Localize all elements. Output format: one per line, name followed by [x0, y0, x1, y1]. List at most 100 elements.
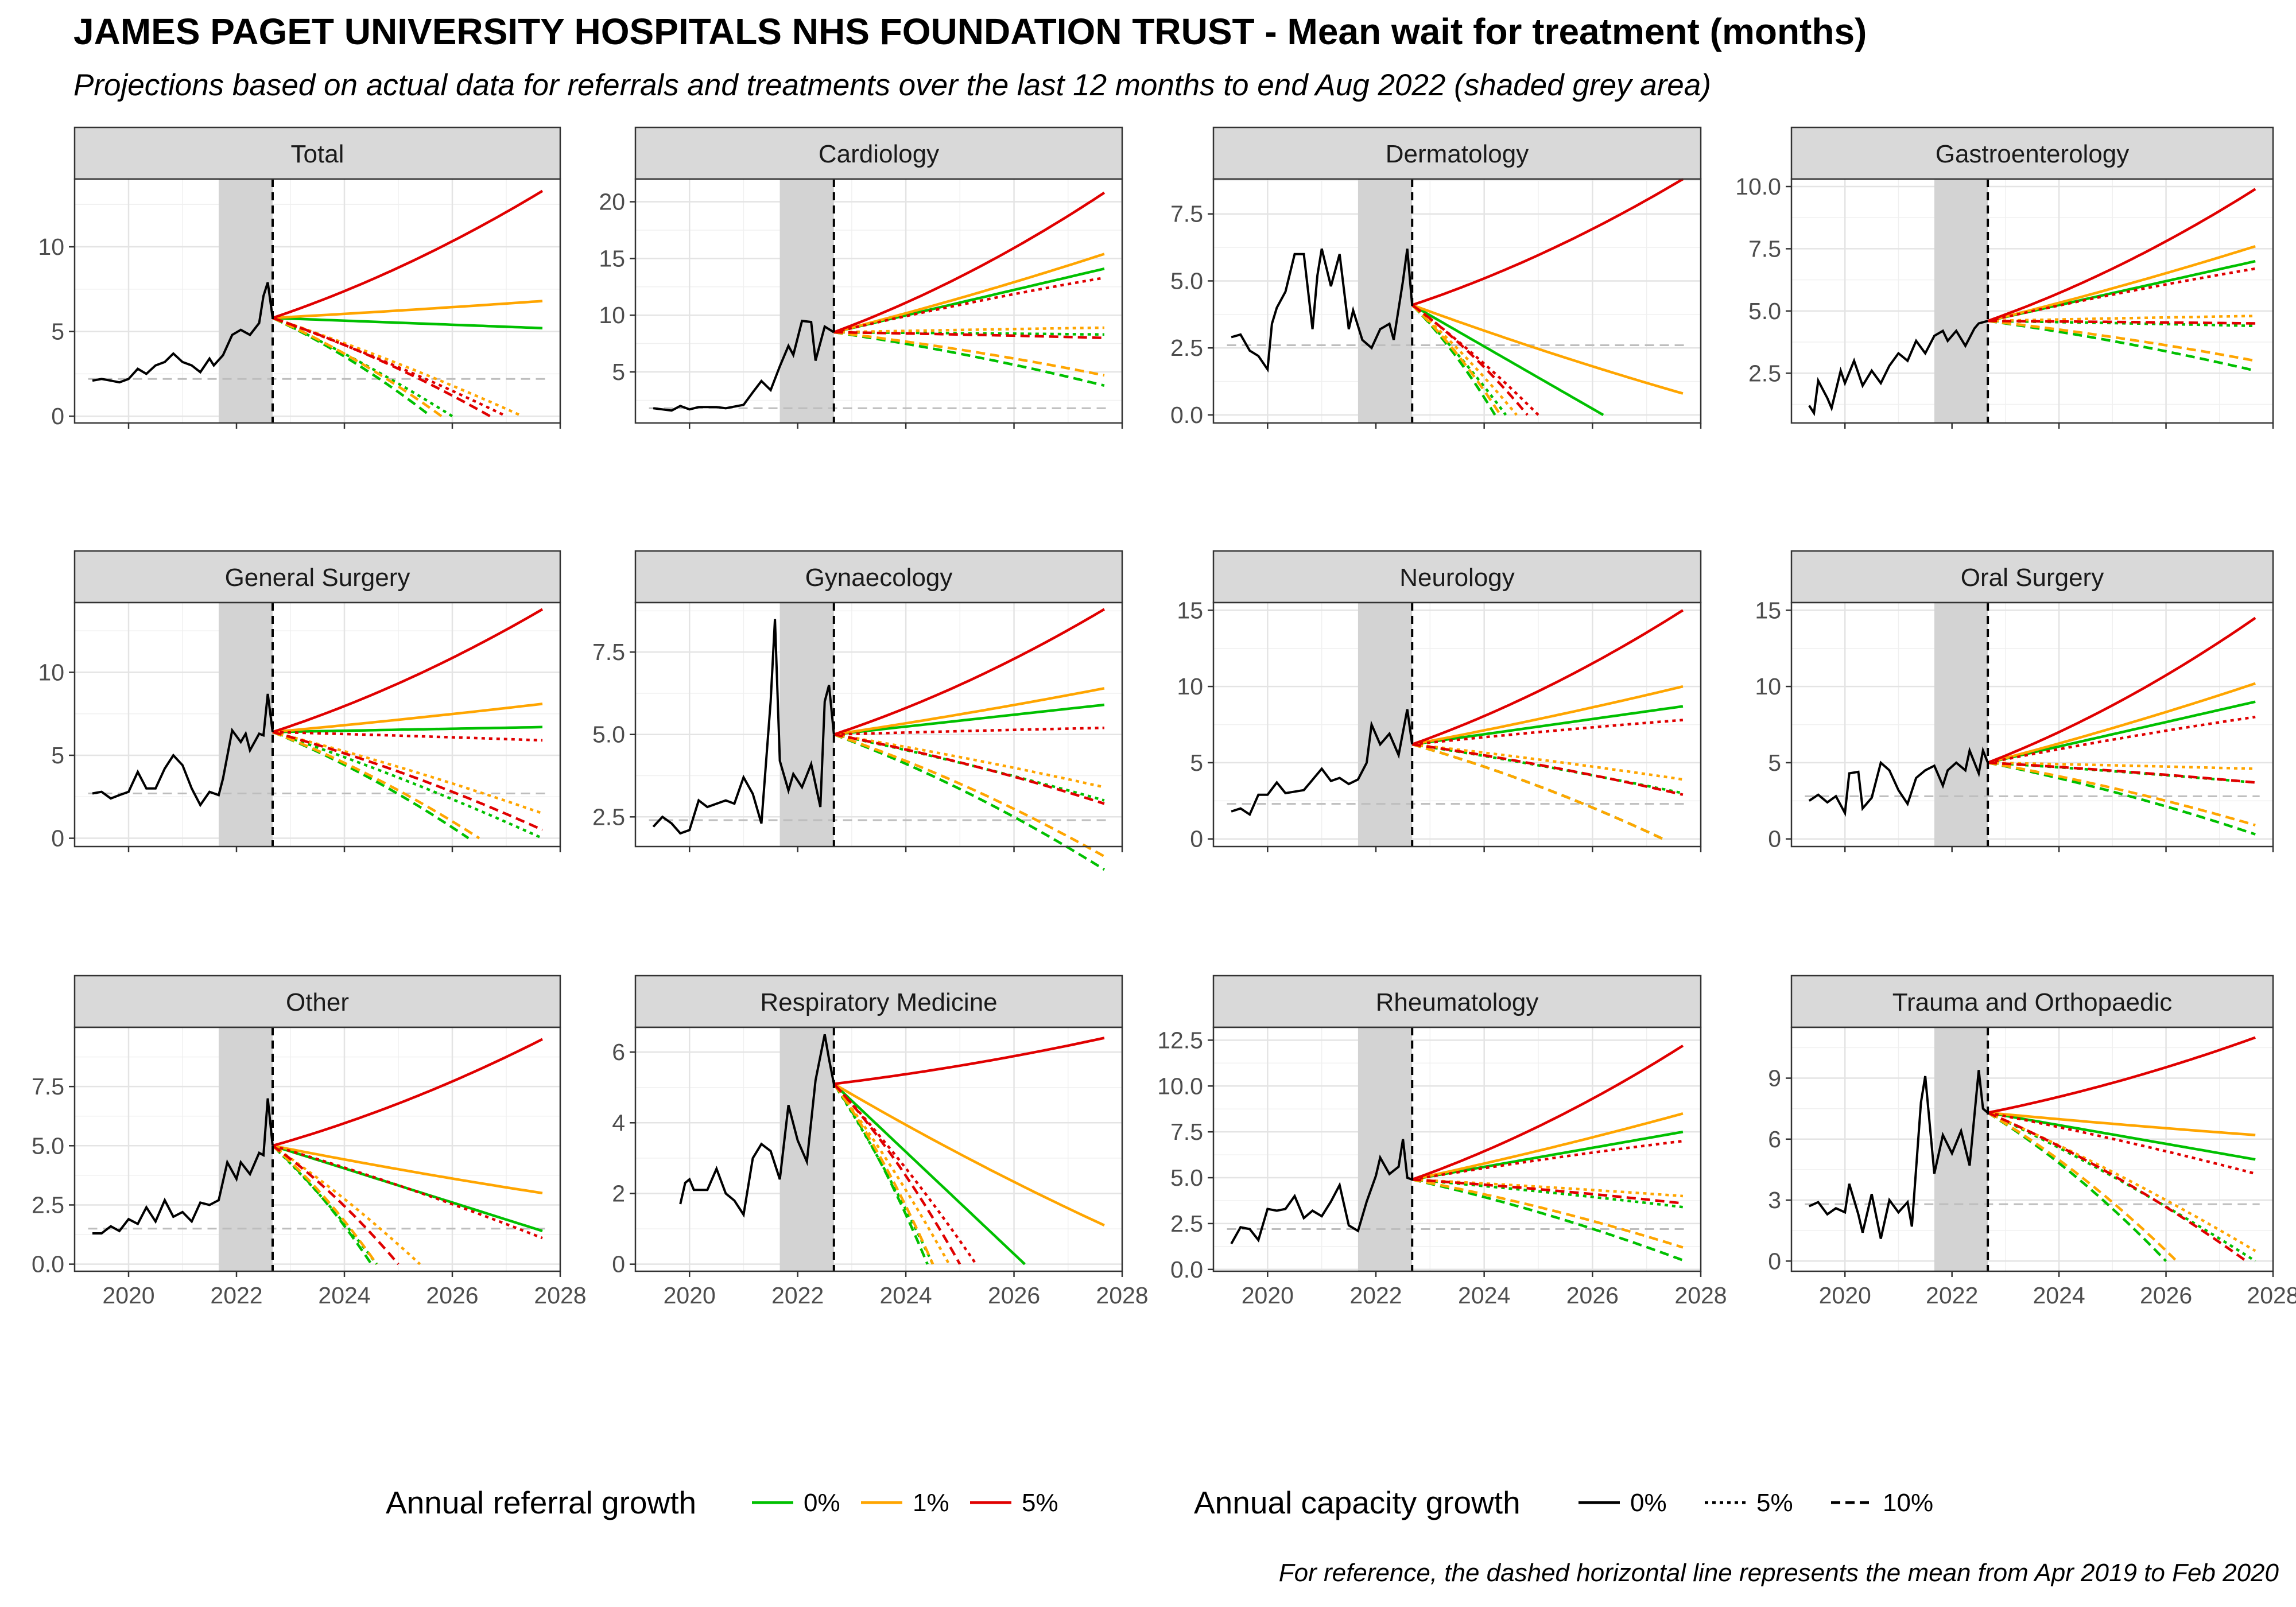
facet-strip-label: Trauma and Orthopaedic	[1892, 988, 2173, 1016]
shaded-period	[1934, 179, 1988, 423]
projection-line-referral-5-capacity-0	[833, 608, 1106, 736]
y-tick-label: 6	[612, 1039, 625, 1065]
y-tick-label: 5.0	[592, 721, 625, 748]
x-tick-label: 2020	[1819, 1282, 1871, 1309]
actual-series-line	[1230, 1139, 1413, 1245]
y-tick-label: 2.5	[592, 804, 625, 830]
x-tick-label: 2022	[1926, 1282, 1978, 1309]
facet-strip	[73, 975, 561, 1028]
legend-capacity-label: 10%	[1883, 1489, 1933, 1517]
panel-border	[73, 1026, 561, 1272]
projection-line-referral-0-capacity-0	[1411, 304, 1604, 416]
panel-general-surgery: General Surgery 0 5 10	[38, 550, 561, 852]
facet-strip-label: Respiratory Medicine	[760, 988, 997, 1016]
projection-line-referral-1-capacity-0	[1411, 1112, 1684, 1181]
projection-line-referral-5-capacity-5	[272, 731, 543, 742]
panel-oral-surgery: Oral Surgery 0 5 10 15	[1755, 550, 2274, 852]
projection-line-referral-5-capacity-10	[833, 733, 1105, 805]
panel-other: Other 0.0 2.5 5.0 7.5 2020 2022 2024 2026 2028	[32, 975, 587, 1309]
panel-border	[1790, 178, 2274, 424]
projection-line-referral-0-capacity-10	[833, 733, 1106, 871]
legend-referral-label: 0%	[804, 1489, 840, 1517]
projection-line-referral-0-capacity-0	[272, 725, 543, 733]
y-tick-label: 15	[1755, 597, 1781, 623]
y-tick-label: 10	[1177, 673, 1203, 700]
actual-series-line	[653, 319, 835, 412]
projection-line-referral-5-capacity-5	[1411, 1139, 1684, 1181]
x-tick-label: 2028	[1674, 1282, 1727, 1309]
panel-border	[1212, 1026, 1702, 1272]
y-tick-label: 6	[1768, 1126, 1781, 1152]
projection-line-referral-5-capacity-0	[272, 1038, 544, 1147]
projection-line-referral-1-capacity-10	[1987, 761, 2256, 826]
y-tick-label: 10.0	[1157, 1073, 1203, 1099]
projection-line-referral-1-capacity-0	[272, 1144, 543, 1195]
projection-line-referral-5-capacity-10	[833, 1083, 961, 1265]
facet-strip	[634, 975, 1123, 1028]
projection-line-referral-0-capacity-0	[833, 1082, 1026, 1266]
projection-line-referral-5-capacity-5	[1411, 719, 1684, 746]
y-tick-label: 2.5	[32, 1191, 64, 1218]
shaded-period	[779, 179, 834, 423]
projection-line-referral-5-capacity-0	[1987, 188, 2256, 323]
y-tick-label: 5.0	[32, 1132, 64, 1159]
facet-strip	[1790, 975, 2274, 1028]
projection-line-referral-1-capacity-10	[1987, 319, 2256, 362]
projection-line-referral-1-capacity-10	[1411, 1178, 1684, 1249]
y-tick-label: 7.5	[1748, 235, 1781, 262]
facet-strip-label: Other	[286, 988, 349, 1016]
projection-line-referral-5-capacity-5	[833, 276, 1105, 334]
projection-line-referral-1-capacity-0	[1411, 304, 1684, 395]
facet-strip-label: Dermatology	[1386, 140, 1529, 168]
facet-strip	[634, 126, 1123, 180]
legend-referral-title: Annual referral growth	[386, 1485, 696, 1520]
panel-respiratory-medicine: Respiratory Medicine 0 2 4 6 2020 2022 2024 2026…	[612, 975, 1149, 1309]
projection-line-referral-5-capacity-10	[272, 731, 543, 832]
projection-line-referral-1-capacity-0	[833, 687, 1105, 736]
plot-background	[635, 179, 1122, 423]
projection-line-referral-5-capacity-0	[1411, 178, 1684, 306]
projection-line-referral-5-capacity-10	[1411, 304, 1529, 416]
panel-border	[1790, 601, 2274, 848]
projection-line-referral-5-capacity-5	[833, 726, 1104, 736]
panel-border	[634, 601, 1123, 848]
legend-capacity-title: Annual capacity growth	[1194, 1485, 1521, 1520]
facet-strip	[1212, 550, 1702, 604]
projection-line-referral-5-capacity-0	[272, 608, 544, 733]
x-tick-label: 2020	[102, 1282, 154, 1309]
plot-background	[75, 1027, 560, 1271]
plot-background	[1213, 1027, 1701, 1271]
projection-line-referral-1-capacity-0	[1987, 1111, 2256, 1136]
projection-line-referral-1-capacity-10	[832, 1083, 934, 1265]
projection-line-referral-1-capacity-5	[1411, 304, 1518, 416]
projection-line-referral-1-capacity-10	[1411, 304, 1502, 416]
projection-line-referral-1-capacity-0	[272, 300, 543, 320]
panel-border	[634, 1026, 1123, 1272]
chart-subtitle: Projections based on actual data for ref…	[73, 68, 1711, 102]
y-tick-label: 0	[612, 1251, 625, 1278]
shaded-period	[779, 603, 834, 847]
x-tick-label: 2028	[2247, 1282, 2296, 1309]
projection-line-referral-0-capacity-10	[832, 1083, 929, 1265]
y-tick-label: 2.5	[1748, 360, 1781, 386]
projection-line-referral-5-capacity-5	[1987, 1111, 2256, 1175]
projection-line-referral-1-capacity-0	[833, 1082, 1105, 1226]
x-tick-label: 2026	[988, 1282, 1040, 1309]
panel-border	[73, 178, 561, 424]
y-tick-label: 0.0	[1170, 402, 1203, 428]
y-tick-label: 5	[51, 742, 64, 768]
facet-strip-label: General Surgery	[225, 564, 410, 592]
projection-line-referral-5-capacity-10	[1987, 761, 2256, 784]
y-tick-label: 10	[599, 302, 625, 328]
facet-strip	[1212, 126, 1702, 180]
y-tick-label: 5	[612, 359, 625, 385]
facet-strip	[1790, 550, 2274, 604]
x-tick-label: 2020	[1242, 1282, 1294, 1309]
actual-series-line	[1231, 709, 1414, 817]
x-tick-label: 2022	[210, 1282, 262, 1309]
projection-line-referral-1-capacity-10	[1987, 1111, 2178, 1262]
y-tick-label: 7.5	[1170, 1119, 1203, 1145]
y-tick-label: 7.5	[32, 1073, 64, 1100]
panel-gastroenterology: Gastroenterology 2.5 5.0 7.5 10.0	[1735, 126, 2274, 429]
panel-trauma-and-orthopaedic: Trauma and Orthopaedic 0 3 6 9 2020 2022 2024 20…	[1768, 975, 2296, 1309]
